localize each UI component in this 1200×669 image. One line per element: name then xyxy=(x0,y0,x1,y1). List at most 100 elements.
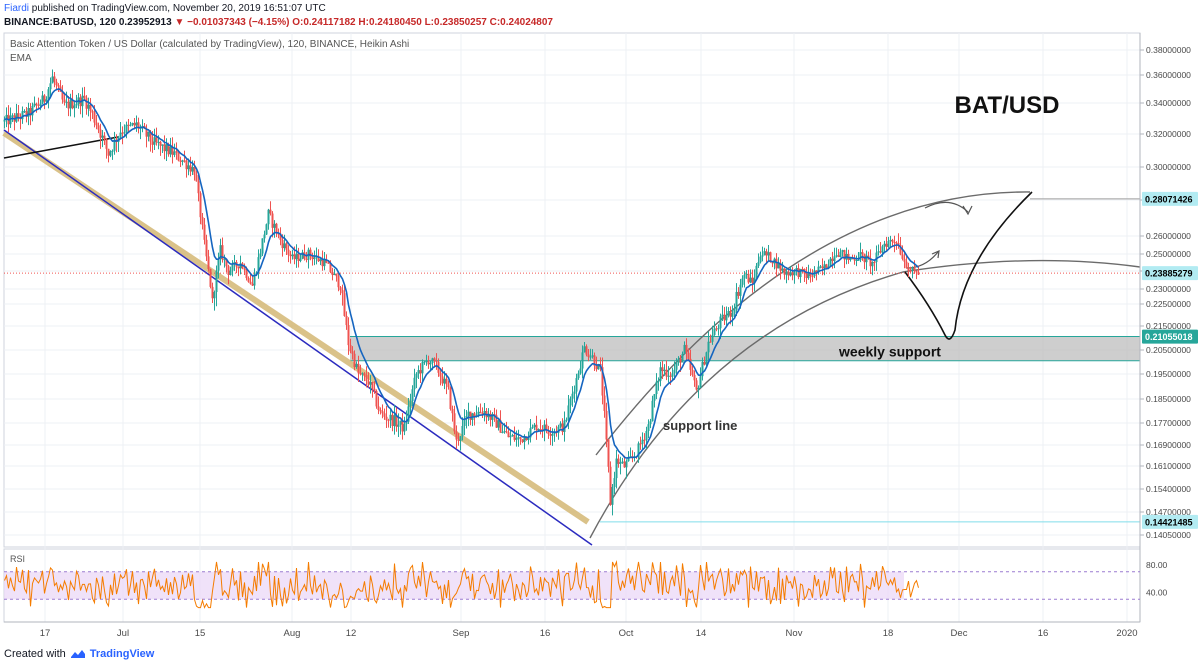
candle-body xyxy=(761,255,764,257)
candle-body xyxy=(829,258,832,267)
candle-body xyxy=(361,373,364,375)
price-label-text: 0.21055018 xyxy=(1145,332,1193,342)
candle xyxy=(209,268,212,289)
candle xyxy=(279,227,282,246)
candle-body xyxy=(549,433,552,436)
candle-body xyxy=(445,378,448,385)
candle xyxy=(393,404,396,435)
candle-body xyxy=(915,270,918,273)
candle xyxy=(573,385,576,403)
candle-body xyxy=(709,341,712,343)
candle-body xyxy=(551,434,554,436)
candle xyxy=(911,266,914,279)
candle-body xyxy=(29,107,32,116)
blue-downtrend-line xyxy=(3,129,593,546)
candle-body xyxy=(637,443,640,457)
candle xyxy=(763,247,766,256)
candle-body xyxy=(65,101,68,103)
candle-body xyxy=(279,233,282,240)
candle-body xyxy=(219,245,222,260)
candle xyxy=(591,349,594,359)
candle xyxy=(395,407,398,432)
candle-body xyxy=(149,131,152,142)
y-tick-label: 0.20500000 xyxy=(1146,345,1191,355)
candle xyxy=(609,461,612,506)
candle xyxy=(193,160,196,181)
candle-body xyxy=(763,251,766,256)
author-link[interactable]: Fiardi xyxy=(4,3,30,14)
candle-body xyxy=(333,273,336,276)
candle-body xyxy=(467,411,470,417)
candle xyxy=(297,247,300,268)
candle xyxy=(371,381,374,398)
rsi-tick-label: 80.00 xyxy=(1146,560,1168,570)
candle xyxy=(683,341,686,355)
candle-body xyxy=(135,122,138,126)
candle xyxy=(723,306,726,325)
candle-body xyxy=(801,268,804,270)
candle xyxy=(489,410,492,427)
candle-body xyxy=(265,224,268,235)
main-pane xyxy=(3,32,1141,548)
candle-body xyxy=(147,131,150,137)
candle xyxy=(855,255,858,267)
candle-body xyxy=(653,394,656,401)
candle xyxy=(263,230,266,243)
candle-body xyxy=(25,111,28,117)
candle-body xyxy=(905,261,908,269)
candle-body xyxy=(619,462,622,464)
projection-path xyxy=(904,191,1033,340)
candle-body xyxy=(713,328,716,336)
candle-body xyxy=(47,89,50,100)
candle-body xyxy=(347,325,350,346)
published-text: published on TradingView.com, November 2… xyxy=(31,3,326,14)
tradingview-brand[interactable]: TradingView xyxy=(89,648,155,660)
candle-body xyxy=(649,421,652,425)
candle xyxy=(583,342,586,353)
y-tick-label: 0.14050000 xyxy=(1146,530,1191,540)
candle-body xyxy=(439,372,442,377)
candle xyxy=(261,238,264,257)
footer: Created with TradingView xyxy=(4,648,154,660)
candle-body xyxy=(371,381,374,389)
candle-body xyxy=(125,124,128,133)
candle-body xyxy=(227,266,230,275)
candle xyxy=(543,420,546,442)
candle-body xyxy=(503,431,506,433)
candle-body xyxy=(213,292,216,299)
candle xyxy=(697,385,700,399)
candle-body xyxy=(27,107,30,117)
candle-body xyxy=(35,103,38,105)
candle-body xyxy=(251,283,254,286)
candle-body xyxy=(455,431,458,440)
candle-body xyxy=(889,239,892,241)
candle-body xyxy=(405,421,408,425)
candle-body xyxy=(841,250,844,252)
candle xyxy=(339,286,342,296)
candle-body xyxy=(61,91,64,100)
y-tick-label: 0.26000000 xyxy=(1146,231,1191,241)
candle-body xyxy=(403,424,406,432)
candle-body xyxy=(339,287,342,291)
candle-body xyxy=(105,139,108,149)
candle xyxy=(695,377,698,391)
candle-body xyxy=(423,361,426,363)
candle-body xyxy=(287,249,290,255)
candle xyxy=(25,106,28,123)
time-axis[interactable]: 17 Jul 15 Aug 12 Sep 16 Oct 14 Nov 18 Dec 16 2020 xyxy=(4,621,1140,639)
candle xyxy=(275,222,278,238)
candle-body xyxy=(215,270,218,293)
candle-body xyxy=(591,355,594,357)
candle xyxy=(603,386,606,418)
candle-body xyxy=(657,380,660,382)
x-tick-label: 12 xyxy=(346,628,357,639)
candle-body xyxy=(349,345,352,352)
price-axis[interactable]: 0.38000000 0.36000000 0.34000000 0.32000000… xyxy=(1139,33,1198,622)
candle xyxy=(353,350,356,371)
candle-body xyxy=(491,414,494,420)
candle xyxy=(451,405,454,422)
candle-body xyxy=(865,255,868,263)
candle xyxy=(195,170,198,182)
candle-body xyxy=(861,252,864,254)
